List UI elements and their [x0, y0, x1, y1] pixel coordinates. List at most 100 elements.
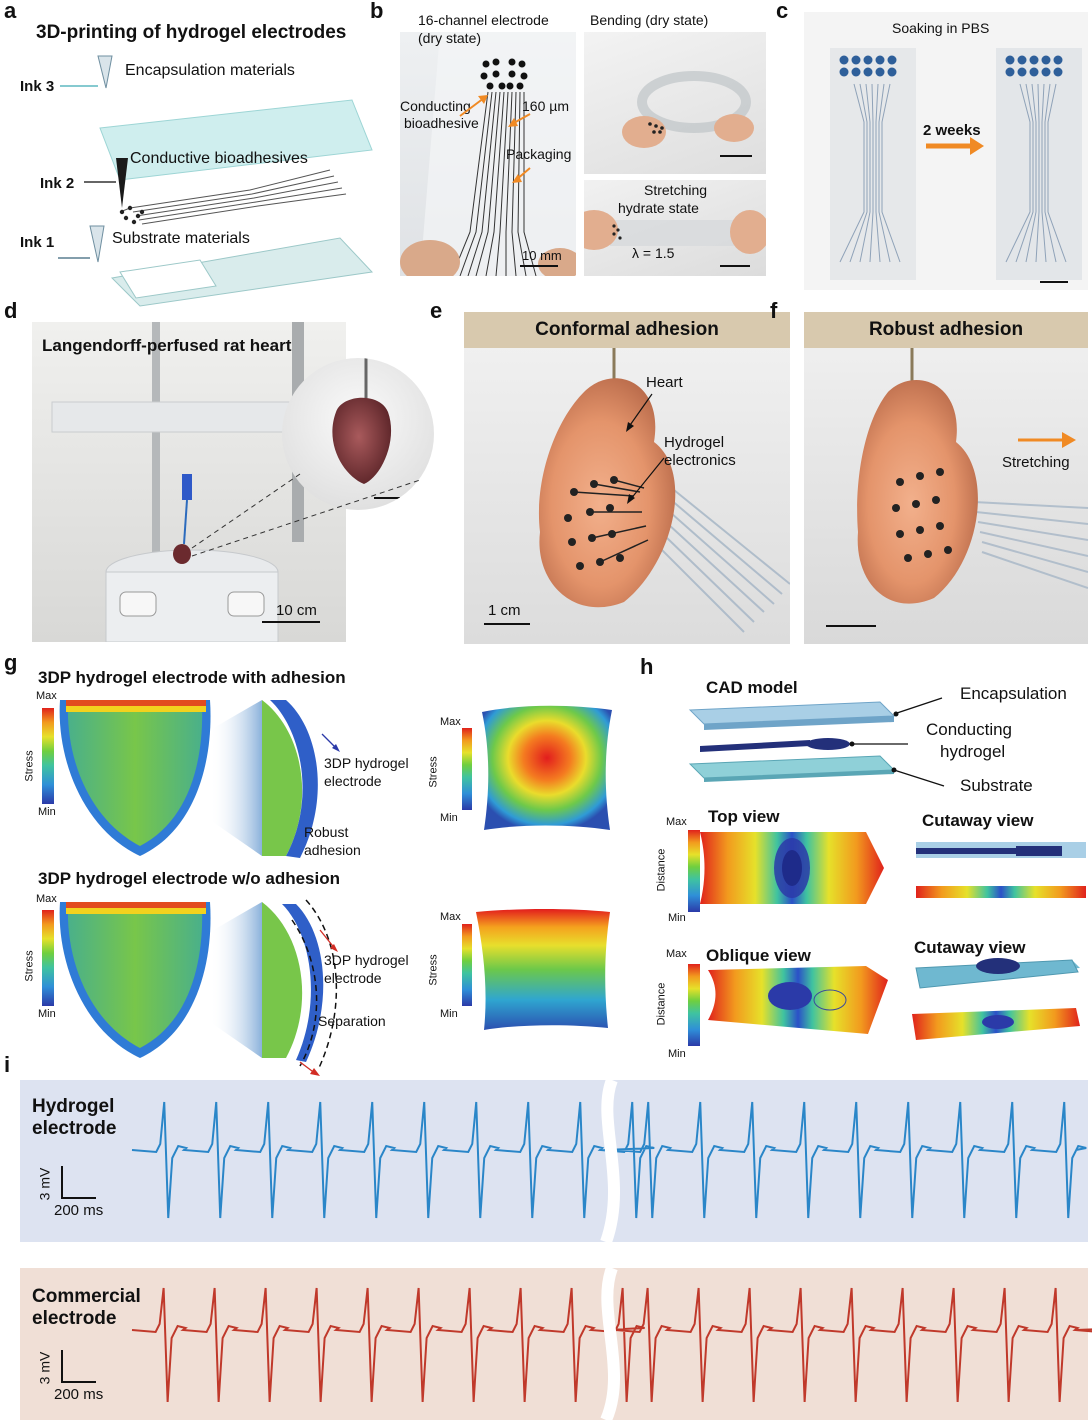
ink3-description: Encapsulation materials	[125, 62, 295, 79]
panel-e-pointers	[626, 393, 665, 504]
panel-label-d: d	[4, 298, 18, 323]
label-electronics: electronics	[664, 452, 736, 469]
encapsulation-layer	[99, 99, 373, 181]
h-min-1: Min	[668, 912, 686, 924]
ink2-nozzle	[116, 158, 128, 208]
label-heart: Heart	[646, 374, 683, 391]
panel-label-b: b	[370, 0, 384, 23]
label-stretching: Stretching	[1002, 454, 1070, 471]
stretch-lambda: λ = 1.5	[632, 245, 675, 261]
h-oblique-view: Oblique view	[706, 946, 811, 965]
stress-colorbar-1	[42, 708, 54, 804]
g-min-4: Min	[440, 1008, 458, 1020]
robust-adhesion-photo	[804, 312, 1088, 644]
stretch-title: Stretching	[644, 182, 708, 198]
electrode-cross-section-with	[262, 700, 303, 856]
hydrogel-ecg-trace	[131, 1101, 1087, 1219]
hydrogel-label-a: Hydrogel	[32, 1096, 115, 1117]
panel-label-e: e	[430, 298, 443, 323]
electrode-cross-section-without	[262, 902, 303, 1058]
ink3-label: Ink 3	[20, 78, 55, 95]
h-cad-title: CAD model	[706, 678, 798, 697]
conformal-scale: 1 cm	[488, 602, 521, 619]
electrode-scale: 10 mm	[522, 248, 562, 263]
stretching-photo	[584, 180, 766, 276]
g-max-2: Max	[36, 893, 57, 905]
g-electrode-label-1a: 3DP hydrogel	[324, 755, 409, 771]
g-title-without: 3DP hydrogel electrode w/o adhesion	[38, 869, 340, 888]
h-substrate-label: Substrate	[960, 776, 1033, 795]
panel-g-graphics	[42, 700, 612, 1076]
hydrogel-scale-bar	[61, 1166, 96, 1199]
bending-title: Bending (dry state)	[590, 12, 709, 28]
heart-zoom-inset	[282, 358, 434, 510]
panel-label-g: g	[4, 650, 18, 675]
stress-colorbar-4	[462, 924, 472, 1006]
g-title-with: 3DP hydrogel electrode with adhesion	[38, 668, 346, 687]
g-electrode-label-2a: 3DP hydrogel	[324, 952, 409, 968]
g-robust-label-a: Robust	[304, 824, 349, 840]
g-min-3: Min	[440, 812, 458, 824]
h-conducting-label-a: Conducting	[926, 720, 1013, 739]
g-robust-label-b: adhesion	[304, 842, 361, 858]
g-electrode-label-1b: electrode	[324, 773, 382, 789]
cutaway-distance-top	[916, 886, 1086, 898]
pbs-photo	[804, 12, 1088, 290]
zoom-guide-lines	[191, 473, 421, 557]
cad-conducting-hydrogel	[700, 740, 810, 752]
ink1-label: Ink 1	[20, 234, 55, 251]
substrate-frame	[119, 259, 217, 299]
commercial-scale-bar	[61, 1350, 96, 1383]
g-max-3: Max	[440, 716, 461, 728]
commercial-ecg-trace	[131, 1287, 1092, 1403]
ink2-label: Ink 2	[40, 175, 75, 192]
h-max-2: Max	[666, 948, 687, 960]
panel-h-graphics	[688, 697, 1086, 1046]
label-packaging: Packaging	[506, 146, 572, 162]
electrode-state: (dry state)	[418, 30, 482, 46]
trace-break-2	[600, 1265, 620, 1421]
stress-map-without-adhesion	[476, 909, 610, 1030]
stress-colorbar-3	[462, 728, 472, 810]
panel-a-title: 3D-printing of hydrogel electrodes	[36, 22, 347, 43]
ink2-description: Conductive bioadhesives	[130, 150, 308, 167]
commercial-scale-mv: 3 mV	[36, 1351, 53, 1385]
h-cutaway-view-2: Cutaway view	[914, 938, 1026, 957]
label-hydrogel: Hydrogel	[664, 434, 725, 451]
label-thickness: 160 µm	[522, 98, 569, 114]
ink3-nozzle	[97, 55, 113, 89]
langendorff-title: Langendorff-perfused rat heart	[42, 336, 292, 355]
h-encapsulation-label: Encapsulation	[960, 684, 1067, 703]
stress-map-with-adhesion	[482, 705, 612, 830]
electrode-dots	[119, 205, 145, 225]
g-max-1: Max	[36, 690, 57, 702]
distance-colorbar-1	[688, 830, 700, 912]
h-cutaway-view-1: Cutaway view	[922, 811, 1034, 830]
panel-label-f: f	[770, 298, 778, 323]
panel-label-a: a	[4, 0, 17, 23]
electrode-title: 16-channel electrode	[418, 12, 549, 28]
electrode-photo	[400, 32, 576, 276]
panel-label-h: h	[640, 654, 654, 679]
commercial-scale-ms: 200 ms	[54, 1386, 104, 1403]
conformal-adhesion-banner: Conformal adhesion	[464, 312, 790, 348]
pbs-electrode-after	[996, 48, 1082, 280]
panel-label-i: i	[4, 1052, 11, 1077]
langendorff-scale: 10 cm	[276, 602, 317, 619]
conductive-trace-array	[119, 169, 347, 225]
h-max-1: Max	[666, 816, 687, 828]
distance-colorbar-2	[688, 964, 700, 1046]
panel-b-arrows	[459, 95, 531, 183]
pbs-title: Soaking in PBS	[892, 20, 990, 36]
conformal-adhesion-photo	[464, 312, 790, 644]
pbs-electrode-before	[830, 48, 916, 280]
hydrogel-scale-mv: 3 mV	[36, 1167, 53, 1201]
panel-a-diagram	[58, 55, 374, 307]
trace-break-1	[600, 1077, 621, 1245]
pbs-duration: 2 weeks	[923, 122, 981, 139]
stretch-state: hydrate state	[618, 200, 699, 216]
commercial-label-a: Commercial	[32, 1286, 141, 1307]
g-electrode-label-2b: electrode	[324, 970, 382, 986]
ink1-nozzle	[89, 225, 105, 263]
